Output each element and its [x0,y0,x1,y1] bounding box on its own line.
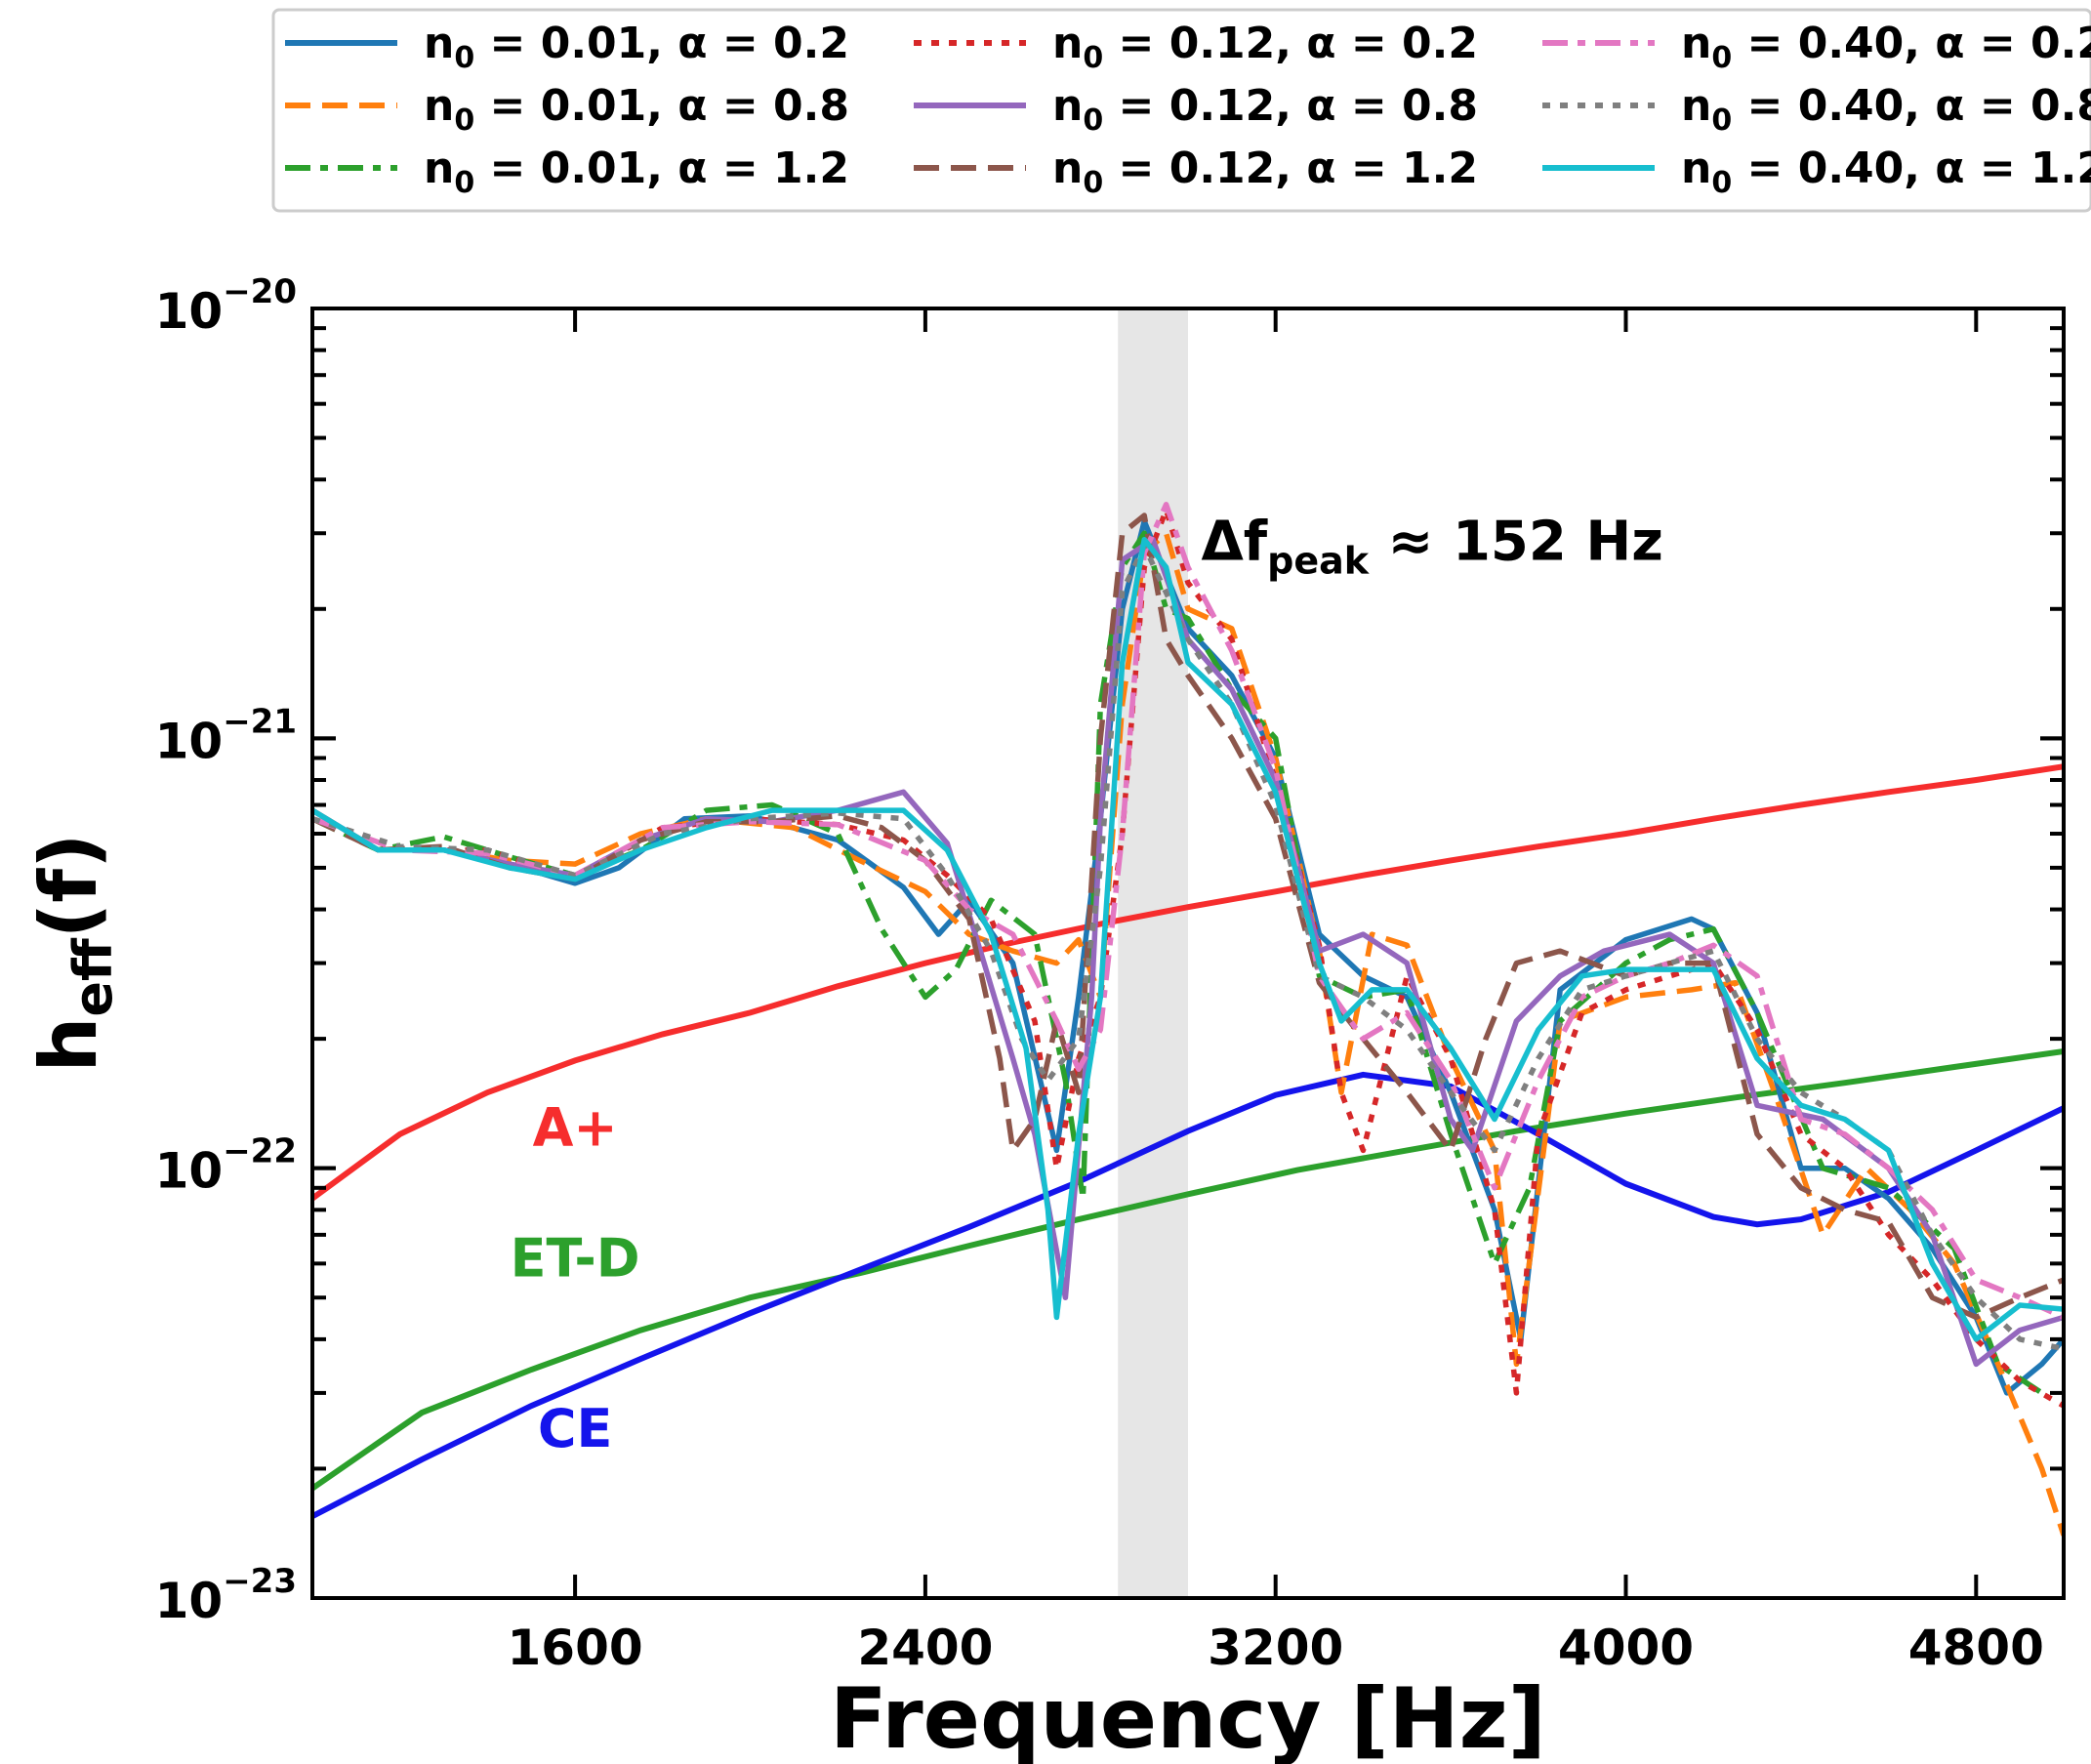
label-a: A+ [533,1096,618,1158]
series-line-3 [312,530,2044,1396]
curve-ce [312,1071,2064,1519]
legend-label: n0 = 0.12, α = 0.2 [1052,19,1478,75]
legend-entry-5: n0 = 0.12, α = 0.8 [914,81,1478,138]
legend-entry-2: n0 = 0.01, α = 0.8 [285,81,849,138]
legend-label: n0 = 0.01, α = 0.8 [424,81,849,138]
curve-et-d [312,1048,2064,1492]
legend-frame [271,8,2091,213]
legend-entry-1: n0 = 0.01, α = 0.2 [285,19,849,75]
legend-entry-9: n0 = 0.40, α = 1.2 [1542,144,2091,200]
x-tick-label: 2400 [857,1620,993,1676]
label-et-d: ET-D [511,1228,640,1290]
series-line-6 [312,513,2064,1321]
legend-entry-7: n0 = 0.40, α = 0.2 [1542,19,2091,75]
legend: n0 = 0.01, α = 0.2 n0 = 0.01, α = 0.8 n0 =… [271,8,2091,213]
x-tick-label: 4000 [1558,1620,1694,1676]
legend-entry-8: n0 = 0.40, α = 0.8 [1542,81,2091,138]
legend-label: n0 = 0.12, α = 1.2 [1052,144,1478,200]
legend-label: n0 = 0.01, α = 0.2 [424,19,849,75]
legend-entry-4: n0 = 0.12, α = 0.2 [914,19,1478,75]
series-line-7 [312,502,2064,1320]
svg-text:heff(f): heff(f) [23,833,124,1072]
legend-label: n0 = 0.01, α = 1.2 [424,144,849,200]
x-axis-label: Frequency [Hz] [830,1670,1546,1764]
peak-band [1118,308,1188,1598]
legend-entry-6: n0 = 0.12, α = 1.2 [914,144,1478,200]
legend-label: n0 = 0.40, α = 1.2 [1681,144,2091,200]
x-tick-label: 4800 [1908,1620,2044,1676]
y-tick-label: 10−22 [155,1132,297,1200]
legend-entry-3: n0 = 0.01, α = 1.2 [285,144,849,200]
legend-label: n0 = 0.40, α = 0.8 [1681,81,2091,138]
legend-label: n0 = 0.12, α = 0.8 [1052,81,1478,138]
legend-label: n0 = 0.40, α = 0.2 [1681,19,2091,75]
x-tick-label: 3200 [1208,1620,1343,1676]
y-tick-label: 10−21 [155,702,297,769]
y-axis-label: heff(f) [23,833,124,1072]
y-tick-label: 10−23 [155,1562,297,1629]
series-line-9 [312,536,2064,1342]
label-ce: CE [538,1398,613,1459]
plot-frame [310,307,2066,1600]
curve-a [312,763,2064,1202]
y-tick-label: 10−20 [155,272,297,340]
delta-f-annotation: Δfpeak ≈ 152 Hz [1201,511,1662,583]
x-tick-label: 1600 [508,1620,643,1676]
